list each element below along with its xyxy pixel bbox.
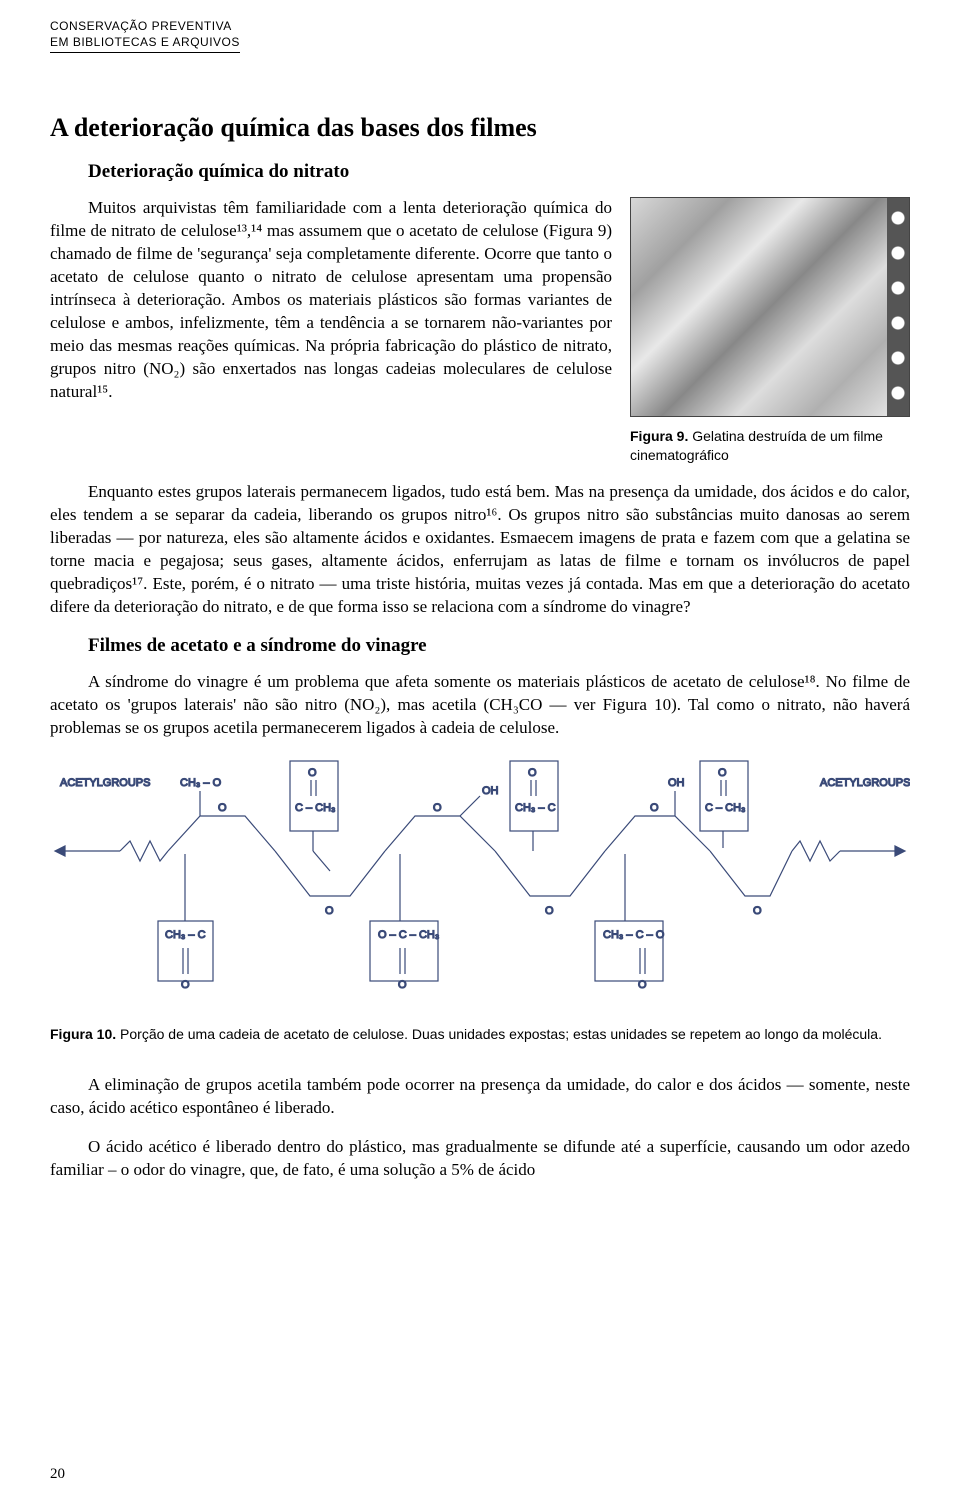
svg-text:O: O bbox=[528, 767, 537, 779]
svg-text:O: O bbox=[650, 802, 659, 814]
svg-text:CH₃ – C – O: CH₃ – C – O bbox=[603, 929, 665, 941]
svg-text:O: O bbox=[181, 979, 190, 991]
svg-text:CH₃ – C: CH₃ – C bbox=[515, 802, 556, 814]
svg-text:O: O bbox=[753, 905, 762, 917]
svg-text:O: O bbox=[638, 979, 647, 991]
figure-9-caption: Figura 9. Gelatina destruída de um filme… bbox=[630, 427, 910, 465]
svg-text:O: O bbox=[218, 802, 227, 814]
svg-text:O: O bbox=[545, 905, 554, 917]
section-heading-nitrato: Deterioração química do nitrato bbox=[88, 161, 910, 183]
svg-text:O: O bbox=[325, 905, 334, 917]
page-number: 20 bbox=[50, 1466, 65, 1483]
page-title: A deterioração química das bases dos fil… bbox=[50, 113, 910, 143]
brand-header: CONSERVAÇÃO PREVENTIVA EM BIBLIOTECAS E … bbox=[50, 18, 240, 53]
figure-10-diagram: ACETYLGROUPS ACETYLGROUPS O O O O O bbox=[50, 756, 910, 1011]
svg-text:O: O bbox=[433, 802, 442, 814]
figure-9: Figura 9. Gelatina destruída de um filme… bbox=[630, 197, 910, 465]
svg-text:OH: OH bbox=[668, 777, 685, 789]
diagram-label-right: ACETYLGROUPS bbox=[820, 777, 910, 789]
diagram-label-left: ACETYLGROUPS bbox=[60, 777, 150, 789]
svg-text:O: O bbox=[718, 767, 727, 779]
svg-text:CH₃ – C: CH₃ – C bbox=[165, 929, 206, 941]
brand-line2: EM BIBLIOTECAS E ARQUIVOS bbox=[50, 35, 240, 49]
figure-10-text: Porção de uma cadeia de acetato de celul… bbox=[116, 1026, 882, 1042]
figure-9-image bbox=[630, 197, 910, 417]
svg-text:O – C – CH₃: O – C – CH₃ bbox=[378, 929, 439, 941]
paragraph-5: O ácido acético é liberado dentro do plá… bbox=[50, 1136, 910, 1182]
figure-10-label: Figura 10. bbox=[50, 1026, 116, 1042]
paragraph-4: A eliminação de grupos acetila também po… bbox=[50, 1074, 910, 1120]
svg-text:O: O bbox=[308, 767, 317, 779]
svg-text:C – CH₃: C – CH₃ bbox=[705, 802, 746, 814]
svg-text:OH: OH bbox=[482, 785, 499, 797]
svg-text:C – CH₃: C – CH₃ bbox=[295, 802, 336, 814]
figure-10-caption: Figura 10. Porção de uma cadeia de aceta… bbox=[50, 1025, 910, 1045]
svg-text:O: O bbox=[398, 979, 407, 991]
paragraph-2: Enquanto estes grupos laterais permanece… bbox=[50, 481, 910, 619]
svg-text:CH₃ – O: CH₃ – O bbox=[180, 777, 222, 789]
paragraph-3: A síndrome do vinagre é um problema que … bbox=[50, 671, 910, 740]
intro-block: Figura 9. Gelatina destruída de um filme… bbox=[50, 197, 910, 465]
figure-9-label: Figura 9. bbox=[630, 428, 688, 444]
section-heading-acetato: Filmes de acetato e a síndrome do vinagr… bbox=[88, 635, 910, 657]
brand-line1: CONSERVAÇÃO PREVENTIVA bbox=[50, 19, 232, 33]
molecule-svg: ACETYLGROUPS ACETYLGROUPS O O O O O bbox=[50, 756, 910, 1006]
